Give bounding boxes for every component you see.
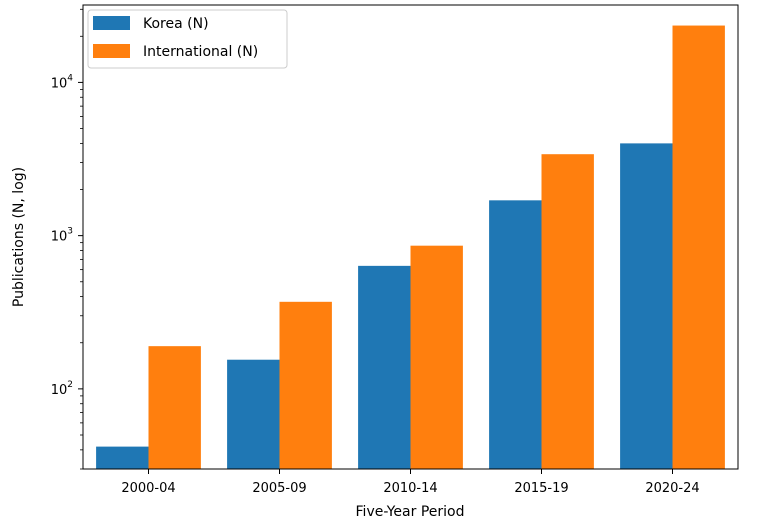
x-tick-label: 2020-24 xyxy=(645,481,699,496)
y-tick-label: 102 xyxy=(51,380,73,398)
x-tick-label: 2010-14 xyxy=(383,481,437,496)
legend-swatch-korea xyxy=(93,16,130,30)
bar-international-n-2000-04 xyxy=(148,346,201,469)
x-axis-label: Five-Year Period xyxy=(356,504,465,520)
bar-international-n-2015-19 xyxy=(541,154,594,469)
y-axis-ticks: 102 103 104 xyxy=(51,73,83,398)
bar-international-n-2005-09 xyxy=(279,301,332,469)
x-tick-label: 2005-09 xyxy=(252,481,306,496)
legend-label-korea: Korea (N) xyxy=(143,16,209,32)
bar-korea-n-2010-14 xyxy=(358,265,411,469)
bar-international-n-2010-14 xyxy=(410,245,463,469)
legend-label-international: International (N) xyxy=(143,44,258,60)
bars-layer xyxy=(96,25,725,470)
x-tick-label: 2000-04 xyxy=(121,481,175,496)
x-axis-ticks: 2000-04 2005-09 2010-14 2015-19 2020-24 xyxy=(121,469,700,496)
legend: Korea (N) International (N) xyxy=(87,9,288,69)
bar-korea-n-2005-09 xyxy=(227,359,280,469)
y-tick-label: 104 xyxy=(51,73,74,91)
legend-box xyxy=(87,9,288,69)
x-tick-label: 2015-19 xyxy=(514,481,568,496)
bar-korea-n-2020-24 xyxy=(620,143,673,469)
y-tick-label: 103 xyxy=(51,227,73,245)
y-axis-label: Publications (N, log) xyxy=(11,167,27,307)
bar-korea-n-2015-19 xyxy=(489,200,542,469)
legend-swatch-international xyxy=(93,44,130,58)
bar-korea-n-2000-04 xyxy=(96,446,149,469)
bar-international-n-2020-24 xyxy=(672,25,725,470)
plot-frame xyxy=(82,4,739,470)
